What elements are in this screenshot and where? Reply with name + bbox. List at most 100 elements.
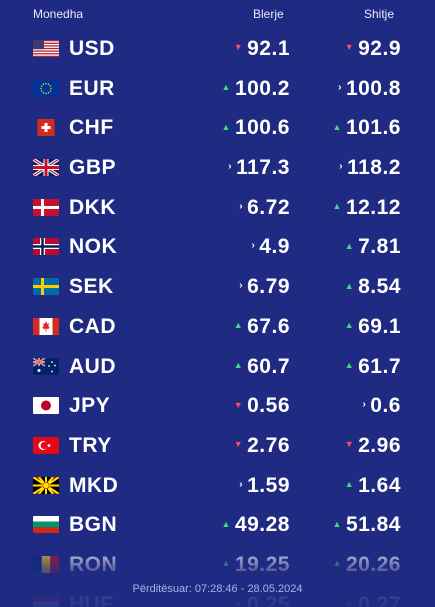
- rates-list: USD ▼ 92.1 ▼ 92.9 EUR ▲ 100.2 › 100.8 CHF ▲ 100.6 ▲ 10…: [0, 29, 435, 607]
- arrow-up-icon: ▲: [332, 518, 342, 529]
- buy-rate-value: 4.9: [259, 235, 290, 259]
- buy-rate-value: 100.2: [234, 76, 290, 100]
- buy-rate-value: 6.72: [247, 195, 290, 219]
- buy-rate-value: 60.7: [247, 354, 290, 378]
- sell-rate-value: 12.12: [345, 195, 401, 219]
- arrow-up-icon: ▲: [344, 479, 355, 490]
- buy-rate-value: 49.28: [234, 513, 290, 537]
- buy-rate-value: 6.79: [247, 275, 290, 299]
- arrow-up-icon: ▲: [344, 240, 355, 251]
- flag-eu-icon: [33, 79, 59, 97]
- sell-rate-value: 2.96: [358, 433, 401, 457]
- buy-rate: ▲ 49.28: [222, 513, 290, 537]
- buy-column-header: Blerje: [253, 7, 284, 21]
- arrow-right-icon: ›: [228, 161, 233, 173]
- sell-rate: ▲ 61.7: [345, 355, 401, 379]
- sell-rate-value: 101.6: [345, 116, 401, 140]
- arrow-up-icon: ▲: [332, 201, 342, 212]
- arrow-up-icon: ▲: [332, 121, 342, 132]
- sell-rate-value: 100.8: [345, 76, 401, 100]
- currency-row-aud: AUD ▲ 60.7 ▲ 61.7: [0, 347, 435, 387]
- sell-rate-value: 92.9: [358, 37, 401, 60]
- currency-code: EUR: [69, 76, 115, 100]
- currency-code: JPY: [69, 394, 111, 418]
- buy-rate-value: 0.56: [247, 394, 290, 418]
- currency-code: DKK: [69, 195, 116, 219]
- sell-rate-value: 0.6: [370, 394, 401, 418]
- sell-rate: › 118.2: [339, 156, 401, 180]
- currency-row-chf: CHF ▲ 100.6 ▲ 101.6: [0, 108, 435, 148]
- arrow-up-icon: ▲: [233, 320, 244, 331]
- currency-code: NOK: [69, 235, 118, 259]
- arrow-right-icon: ›: [239, 280, 244, 292]
- arrow-down-icon: ▼: [233, 42, 244, 53]
- buy-rate-value: 2.76: [247, 433, 290, 457]
- buy-rate: ▲ 100.2: [222, 77, 290, 101]
- flag-australia-icon: [33, 357, 59, 375]
- currency-code: AUD: [69, 354, 116, 378]
- flag-turkey-icon: [33, 436, 59, 454]
- currency-row-bgn: BGN ▲ 49.28 ▲ 51.84: [0, 505, 435, 545]
- currency-row-try: TRY ▼ 2.76 ▼ 2.96: [0, 426, 435, 466]
- currency-code: SEK: [69, 275, 114, 299]
- currency-row-gbp: GBP › 117.3 › 118.2: [0, 148, 435, 188]
- buy-rate: › 6.79: [239, 275, 290, 299]
- currency-code: MKD: [69, 473, 119, 497]
- sell-rate-value: 1.64: [358, 473, 401, 497]
- currency-code: CHF: [69, 116, 114, 140]
- flag-japan-icon: [33, 397, 59, 415]
- flag-uk-icon: [33, 159, 59, 177]
- flag-norway-icon: [33, 238, 59, 256]
- arrow-up-icon: ▲: [221, 121, 231, 132]
- buy-rate: ▼ 92.1: [234, 37, 290, 61]
- sell-rate-value: 8.54: [358, 275, 401, 299]
- sell-rate: ▼ 2.96: [345, 434, 401, 458]
- flag-usa-icon: [33, 40, 59, 57]
- table-header: Monedha Blerje Shitje: [0, 0, 435, 26]
- arrow-up-icon: ▲: [221, 518, 231, 529]
- arrow-down-icon: ▼: [344, 42, 355, 53]
- arrow-right-icon: ›: [339, 161, 344, 173]
- currency-row-mkd: MKD › 1.59 ▲ 1.64: [0, 466, 435, 506]
- arrow-right-icon: ›: [251, 240, 256, 252]
- currency-column-header: Monedha: [33, 7, 84, 21]
- flag-switzerland-icon: [33, 119, 59, 137]
- currency-row-nok: NOK › 4.9 ▲ 7.81: [0, 227, 435, 267]
- arrow-down-icon: ▼: [233, 439, 244, 450]
- buy-rate: ▲ 100.6: [222, 116, 290, 140]
- arrow-right-icon: ›: [338, 81, 342, 93]
- flag-bulgaria-icon: [33, 516, 59, 534]
- currency-code: USD: [69, 37, 115, 60]
- currency-row-eur: EUR ▲ 100.2 › 100.8: [0, 69, 435, 109]
- arrow-right-icon: ›: [362, 399, 367, 411]
- arrow-up-icon: ▲: [344, 320, 355, 331]
- sell-rate-value: 69.1: [358, 314, 401, 338]
- sell-rate: ▼ 92.9: [345, 37, 401, 61]
- sell-rate: › 100.8: [338, 77, 401, 101]
- sell-rate-value: 51.84: [345, 513, 401, 537]
- buy-rate-value: 117.3: [236, 156, 290, 180]
- arrow-up-icon: ▲: [344, 359, 355, 370]
- currency-code: TRY: [69, 433, 112, 457]
- buy-rate: ▲ 60.7: [234, 355, 290, 379]
- currency-row-usd: USD ▼ 92.1 ▼ 92.9: [0, 29, 435, 69]
- flag-sweden-icon: [33, 278, 59, 296]
- currency-row-jpy: JPY ▼ 0.56 › 0.6: [0, 386, 435, 426]
- currency-row-sek: SEK › 6.79 ▲ 8.54: [0, 267, 435, 307]
- currency-code: CAD: [69, 314, 116, 338]
- sell-rate: ▲ 1.64: [345, 474, 401, 498]
- buy-rate-value: 100.6: [234, 116, 290, 140]
- currency-code: BGN: [69, 513, 118, 537]
- currency-code: GBP: [69, 156, 117, 180]
- arrow-up-icon: ▲: [233, 359, 244, 370]
- flag-north-macedonia-icon: [33, 476, 59, 494]
- arrow-up-icon: ▲: [344, 280, 355, 291]
- buy-rate-value: 67.6: [247, 314, 290, 338]
- bottom-fade-overlay: [0, 540, 435, 607]
- sell-rate-value: 7.81: [358, 235, 401, 259]
- buy-rate: ▼ 2.76: [234, 434, 290, 458]
- arrow-down-icon: ▼: [233, 399, 244, 410]
- buy-rate-value: 92.1: [247, 37, 290, 60]
- sell-rate: ▲ 51.84: [333, 513, 401, 537]
